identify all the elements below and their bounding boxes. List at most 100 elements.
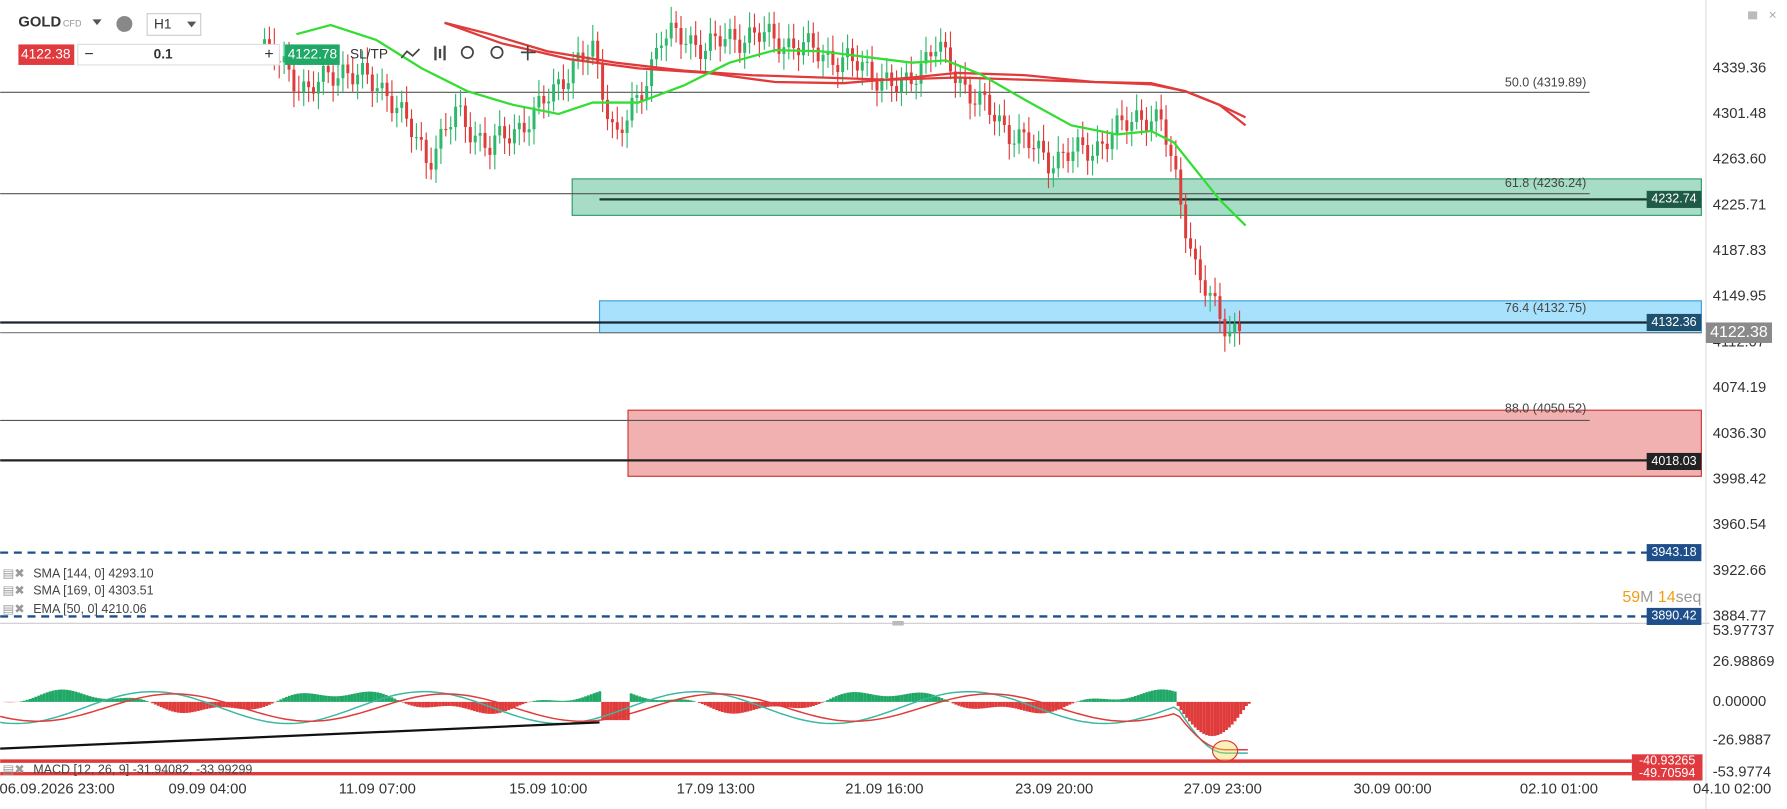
- candle-body: [1017, 129, 1021, 144]
- macd-label[interactable]: MACD [12, 26, 9] -31.94082, -33.99299: [33, 763, 252, 777]
- ema-50[interactable]: [296, 23, 1247, 227]
- macd-histogram: [461, 701, 465, 708]
- zoom-in[interactable]: [490, 45, 504, 59]
- macd-histogram: [937, 696, 941, 702]
- green-zone[interactable]: [571, 178, 1702, 216]
- line-tool[interactable]: [400, 48, 421, 59]
- macd-histogram: [51, 690, 55, 702]
- minimize[interactable]: [1748, 11, 1758, 20]
- blue-zone[interactable]: [598, 300, 1702, 334]
- sell-price[interactable]: 4122.38: [21, 46, 70, 61]
- macd-histogram: [723, 701, 727, 713]
- dropdown-arrow[interactable]: [92, 19, 102, 26]
- candle-body: [1002, 115, 1006, 126]
- timeframe-select[interactable]: [146, 13, 202, 36]
- macd-histogram: [985, 701, 989, 708]
- candle-body: [1091, 155, 1095, 161]
- macd-histogram: [1045, 701, 1049, 713]
- macd-histogram: [589, 694, 593, 702]
- macd-histogram: [387, 696, 391, 702]
- macd-trendline[interactable]: [0, 721, 600, 750]
- time-axis-label: 09.09 04:00: [168, 782, 246, 798]
- macd-histogram: [991, 701, 995, 708]
- move-tool[interactable]: [520, 45, 536, 61]
- macd-histogram: [1131, 696, 1134, 702]
- macd-histogram: [558, 700, 562, 702]
- macd-histogram: [755, 701, 758, 710]
- macd-histogram: [1196, 701, 1200, 731]
- macd-histogram: [1071, 701, 1075, 704]
- red-zone[interactable]: [627, 409, 1702, 477]
- zoom-out[interactable]: [460, 45, 474, 59]
- macd-histogram: [1062, 701, 1066, 708]
- candle-body: [831, 50, 835, 65]
- candle-body: [704, 50, 707, 59]
- macd-histogram: [1182, 701, 1186, 715]
- macd-histogram: [737, 701, 741, 714]
- lot-field[interactable]: [77, 43, 280, 66]
- candle-tool[interactable]: [434, 45, 446, 61]
- time-axis-label: 23.09 20:00: [1015, 782, 1093, 798]
- minus[interactable]: −: [84, 46, 93, 63]
- indicator-label[interactable]: SMA [144, 0] 4293.10: [33, 567, 153, 581]
- macd-histogram: [621, 701, 625, 721]
- macd-histogram: [25, 699, 29, 702]
- macd-histogram: [1048, 701, 1052, 713]
- macd-histogram: [1190, 701, 1194, 725]
- lot[interactable]: 0.1: [154, 46, 173, 61]
- fib-label[interactable]: 61.8 (4236.24): [1505, 176, 1586, 190]
- buy-button[interactable]: [285, 44, 340, 65]
- macd-histogram: [193, 701, 197, 712]
- macd-histogram: [1136, 695, 1140, 702]
- macd-histogram: [954, 701, 958, 705]
- macd-histogram: [1039, 701, 1043, 714]
- macd-histogram: [404, 701, 408, 704]
- macd-histogram: [666, 699, 670, 702]
- time-axis-label: 11.09 07:00: [339, 782, 416, 798]
- macd-histogram: [361, 691, 365, 702]
- macd-histogram: [1151, 690, 1154, 702]
- macd-histogram: [379, 693, 382, 702]
- macd-histogram: [484, 701, 488, 714]
- sell-button[interactable]: [18, 44, 75, 65]
- buy-price[interactable]: 4122.78: [288, 46, 337, 61]
- macd-histogram: [134, 698, 137, 702]
- macd-histogram: [1122, 698, 1126, 702]
- macd-line: [0, 690, 1248, 754]
- plus[interactable]: +: [264, 46, 273, 63]
- candle-body: [1169, 144, 1173, 156]
- timeframe[interactable]: H1: [154, 17, 171, 32]
- macd-histogram: [960, 701, 964, 707]
- macd-histogram: [908, 693, 912, 702]
- fib-label[interactable]: 76.4 (4132.75): [1505, 301, 1586, 315]
- macd-histogram: [823, 701, 827, 702]
- symbol[interactable]: GOLD: [18, 15, 61, 31]
- macd-histogram: [1042, 701, 1046, 714]
- candle-body: [1164, 119, 1168, 145]
- indicator-label[interactable]: EMA [50, 0] 4210.06: [33, 602, 146, 616]
- price-tag: [1646, 452, 1702, 471]
- macd-histogram: [1108, 699, 1112, 702]
- sltp[interactable]: SL/TP: [350, 46, 388, 61]
- macd-histogram: [353, 693, 357, 702]
- macd-histogram: [342, 695, 345, 702]
- pane-resize-handle[interactable]: [892, 620, 904, 626]
- macd-histogram: [1014, 701, 1018, 709]
- macd-histogram: [1219, 701, 1223, 734]
- indicator-label[interactable]: SMA [169, 0] 4303.51: [33, 584, 153, 598]
- macd-histogram: [57, 689, 61, 702]
- macd-tag: [1631, 754, 1703, 768]
- candle-body: [1238, 323, 1242, 331]
- fib-label[interactable]: 50.0 (4319.89): [1505, 75, 1586, 89]
- close[interactable]: ×: [1769, 8, 1777, 23]
- candle-body: [478, 132, 482, 136]
- info-icon[interactable]: [116, 15, 133, 32]
- sma-144[interactable]: [444, 21, 1247, 127]
- macd-histogram: [42, 693, 46, 702]
- fib-label[interactable]: 88.0 (4050.52): [1505, 401, 1586, 415]
- candle-body: [483, 132, 487, 148]
- macd-histogram: [1230, 701, 1234, 725]
- macd-histogram: [1162, 689, 1166, 702]
- candle-body: [1076, 137, 1080, 152]
- macd-histogram: [282, 698, 286, 702]
